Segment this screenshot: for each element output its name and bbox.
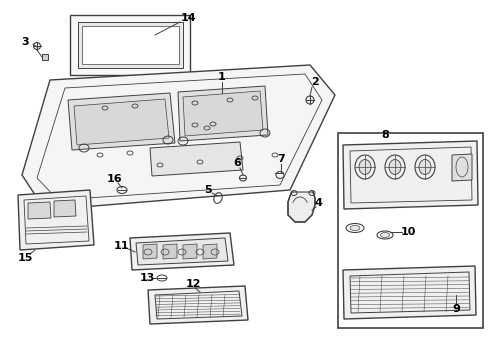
Text: 6: 6 (233, 158, 241, 168)
Ellipse shape (358, 159, 370, 175)
Polygon shape (203, 244, 217, 259)
Polygon shape (54, 200, 76, 217)
Polygon shape (42, 54, 48, 60)
Text: 3: 3 (21, 37, 29, 47)
Polygon shape (130, 233, 234, 270)
Text: 9: 9 (451, 304, 459, 314)
Text: 13: 13 (139, 273, 154, 283)
Polygon shape (142, 244, 157, 259)
Ellipse shape (388, 159, 400, 175)
Polygon shape (163, 244, 177, 259)
Text: 4: 4 (313, 198, 321, 208)
Text: 1: 1 (218, 72, 225, 82)
Polygon shape (136, 238, 227, 265)
Polygon shape (148, 286, 247, 324)
Ellipse shape (380, 233, 389, 238)
Polygon shape (78, 22, 183, 68)
Polygon shape (183, 244, 197, 259)
Text: 11: 11 (113, 241, 128, 251)
Polygon shape (18, 190, 94, 250)
Polygon shape (74, 99, 169, 145)
Ellipse shape (418, 159, 430, 175)
Polygon shape (82, 26, 179, 64)
Polygon shape (178, 86, 267, 141)
Polygon shape (150, 142, 243, 176)
Text: 12: 12 (185, 279, 201, 289)
Polygon shape (68, 93, 175, 150)
Polygon shape (183, 91, 263, 136)
Text: 14: 14 (180, 13, 195, 23)
Text: 8: 8 (380, 130, 388, 140)
Bar (337, 133, 482, 328)
Polygon shape (70, 15, 190, 75)
Text: 10: 10 (400, 227, 415, 237)
Text: 7: 7 (277, 154, 285, 164)
Polygon shape (28, 202, 51, 219)
Text: 5: 5 (204, 185, 211, 195)
Polygon shape (342, 266, 475, 319)
Text: 2: 2 (310, 77, 318, 87)
Polygon shape (342, 141, 477, 209)
Polygon shape (287, 192, 314, 222)
Ellipse shape (349, 225, 359, 230)
Polygon shape (22, 65, 334, 210)
Text: 16: 16 (107, 174, 122, 184)
Text: 15: 15 (17, 253, 33, 263)
Polygon shape (451, 154, 471, 181)
